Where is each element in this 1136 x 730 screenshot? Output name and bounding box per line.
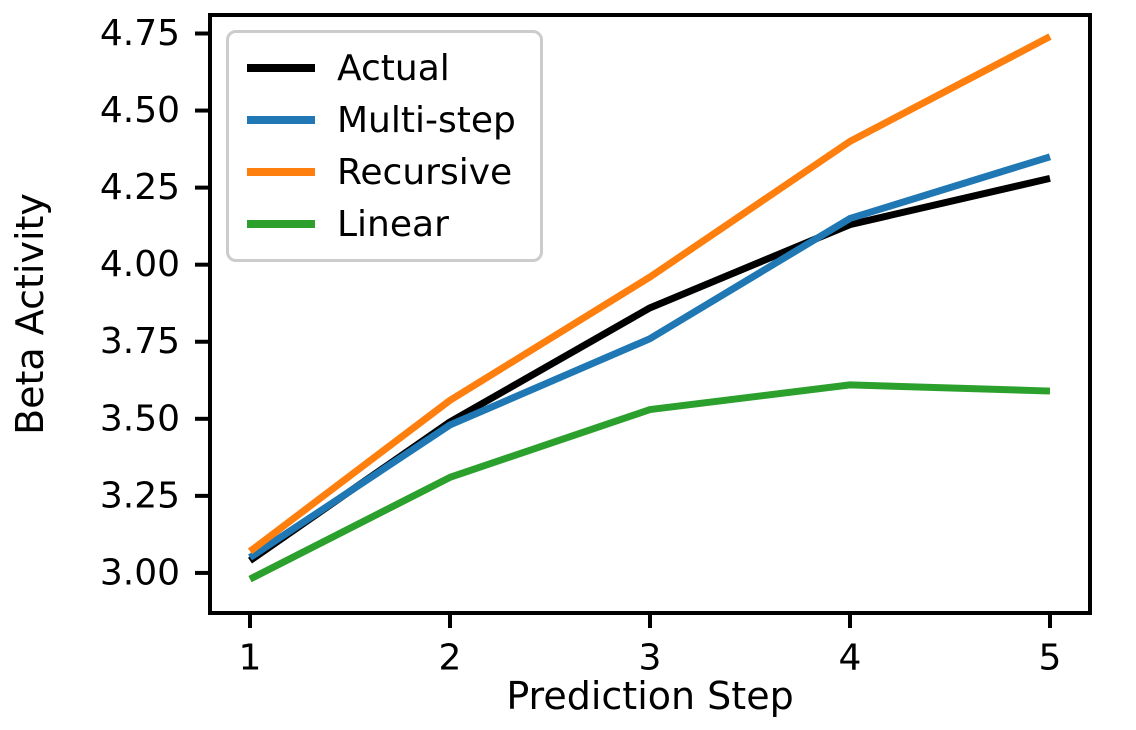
y-tick-label: 4.25 bbox=[100, 167, 180, 208]
axes-frame bbox=[208, 13, 1092, 615]
legend-item-actual: Actual bbox=[247, 47, 516, 89]
x-tick-label: 3 bbox=[639, 638, 662, 679]
series-line-multi-step bbox=[248, 153, 1052, 561]
x-tick-label: 4 bbox=[839, 638, 862, 679]
series-line-linear bbox=[248, 381, 1051, 583]
y-tick-label: 4.00 bbox=[100, 244, 180, 285]
y-tick-label: 3.75 bbox=[100, 321, 180, 362]
x-tick-label: 1 bbox=[239, 638, 262, 679]
legend-swatch-linear bbox=[247, 220, 315, 228]
legend-swatch-recursive bbox=[247, 168, 315, 176]
y-axis-label: Beta Activity bbox=[8, 193, 52, 435]
y-tick-label: 3.25 bbox=[100, 475, 180, 516]
legend-label: Linear bbox=[337, 203, 449, 245]
legend-item-linear: Linear bbox=[247, 203, 516, 245]
legend-swatch-multi-step bbox=[247, 116, 315, 124]
legend-item-multi-step: Multi-step bbox=[247, 99, 516, 141]
series-line-recursive bbox=[247, 33, 1052, 555]
x-axis-label: Prediction Step bbox=[506, 674, 794, 718]
legend: Actual Multi-step Recursive Linear bbox=[226, 30, 543, 262]
legend-label: Recursive bbox=[337, 151, 513, 193]
y-tick-label: 3.50 bbox=[100, 398, 180, 439]
x-tick-label: 5 bbox=[1039, 638, 1062, 679]
legend-swatch-actual bbox=[247, 64, 315, 72]
legend-item-recursive: Recursive bbox=[247, 151, 516, 193]
x-tick-label: 2 bbox=[439, 638, 462, 679]
y-tick-label: 3.00 bbox=[100, 552, 180, 593]
y-tick-label: 4.75 bbox=[100, 13, 180, 54]
legend-label: Actual bbox=[337, 47, 450, 89]
y-tick-label: 4.50 bbox=[100, 90, 180, 131]
legend-label: Multi-step bbox=[337, 99, 516, 141]
